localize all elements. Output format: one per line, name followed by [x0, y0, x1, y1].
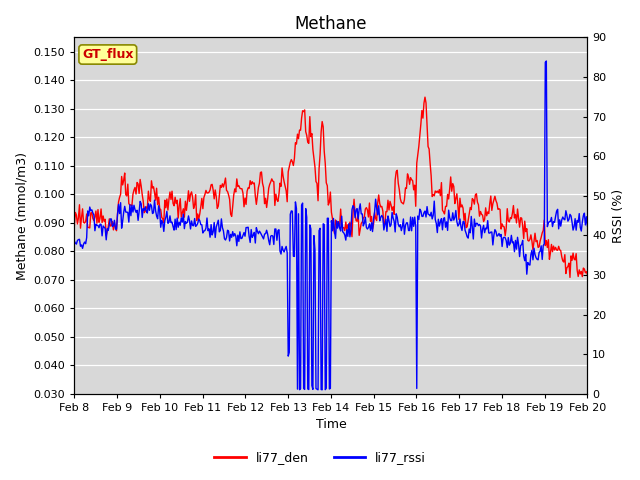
X-axis label: Time: Time	[316, 419, 346, 432]
Title: Methane: Methane	[294, 15, 367, 33]
Text: GT_flux: GT_flux	[82, 48, 134, 61]
Y-axis label: RSSI (%): RSSI (%)	[612, 189, 625, 242]
Legend: li77_den, li77_rssi: li77_den, li77_rssi	[209, 446, 431, 469]
Y-axis label: Methane (mmol/m3): Methane (mmol/m3)	[15, 152, 28, 279]
